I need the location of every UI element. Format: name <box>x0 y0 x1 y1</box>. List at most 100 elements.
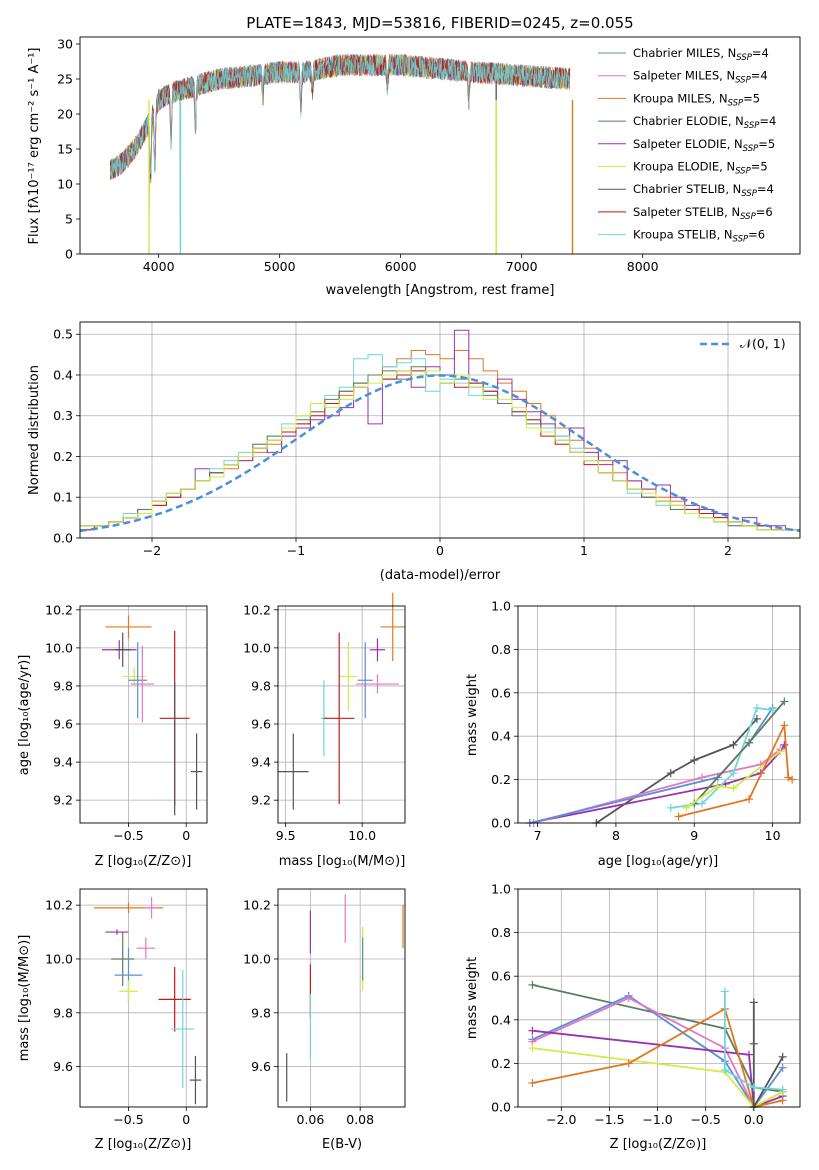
y-tick-label: 0.2 <box>491 772 511 787</box>
x-tick-label: 0 <box>182 828 190 843</box>
residual-legend: 𝒩(0, 1) <box>700 336 786 351</box>
axes-frame <box>517 605 801 824</box>
x-tick-label: 8000 <box>627 259 659 274</box>
y-tick-label: 9.8 <box>53 678 73 693</box>
axes-frame <box>79 321 801 539</box>
y-tick-label: 30 <box>57 37 73 52</box>
y-tick-label: 9.8 <box>251 1005 271 1020</box>
y-tick-label: 9.6 <box>53 717 73 732</box>
y-tick-label: 9.6 <box>251 717 271 732</box>
legend-label: Chabrier ELODIE, NSSP=4 <box>633 114 776 131</box>
ageZ-ylabel: age [log₁₀(age/yr)] <box>17 655 32 776</box>
y-tick-label: 0.0 <box>491 1100 511 1115</box>
x-tick-label: −0.5 <box>113 828 143 843</box>
x-tick-label: 10 <box>765 828 781 843</box>
ageZ-xlabel: Z [log₁₀(Z/Z⊙)] <box>95 854 192 869</box>
mwAge-xlabel: age [log₁₀(age/yr)] <box>598 854 719 869</box>
y-tick-label: 10.2 <box>45 898 73 913</box>
y-tick-label: 1.0 <box>491 882 511 897</box>
y-tick-label: 9.6 <box>251 1059 271 1074</box>
y-tick-label: 10.2 <box>243 898 271 913</box>
spectrum-xlabel: wavelength [Angstrom, rest frame] <box>326 283 555 298</box>
y-tick-label: 0.4 <box>53 367 73 382</box>
y-tick-label: 9.4 <box>251 755 271 770</box>
x-tick-label: 0.0 <box>744 1112 764 1127</box>
mass-weight-line <box>685 750 781 809</box>
spectrum-legend: Chabrier MILES, NSSP=4 Salpeter MILES, NS… <box>598 46 776 245</box>
axes-frame <box>79 888 208 1108</box>
y-tick-label: 10 <box>57 177 73 192</box>
legend-label: Kroupa MILES, NSSP=5 <box>633 91 760 108</box>
mass-weight-line <box>724 991 783 1091</box>
mass-weight-line <box>529 744 786 824</box>
axes-frame <box>79 36 801 255</box>
y-tick-label: 9.2 <box>53 793 73 808</box>
y-tick-label: 5 <box>65 212 73 227</box>
x-tick-label: 6000 <box>385 259 417 274</box>
x-tick-label: 2 <box>724 543 732 558</box>
x-tick-label: 4000 <box>143 259 175 274</box>
mwZ-xlabel: Z [log₁₀(Z/Z⊙)] <box>610 1137 707 1152</box>
massZ-ylabel: mass [log₁₀(M/M⊙)] <box>17 935 32 1062</box>
x-tick-label: 7 <box>534 828 542 843</box>
y-tick-label: 10.0 <box>45 951 73 966</box>
y-tick-label: 0.6 <box>491 685 511 700</box>
x-tick-label: −0.5 <box>690 1112 720 1127</box>
y-tick-label: 0.4 <box>491 1012 511 1027</box>
legend-label: Kroupa STELIB, NSSP=6 <box>633 228 765 245</box>
histogram-group <box>80 329 800 533</box>
mass-vs-metallicity-panel: −0.5 0 9.6 9.8 10.0 10.2 Z [log₁₀(Z/Z⊙)] mass… <box>17 888 208 1152</box>
axes-frame <box>79 605 208 824</box>
spectrum-panel: PLATE=1843, MJD=53816, FIBERID=0245, z=0… <box>27 14 801 298</box>
x-tick-label: 0.06 <box>296 1112 324 1127</box>
axes-frame <box>517 888 801 1108</box>
normal-curve <box>80 374 800 533</box>
y-tick-label: 0.2 <box>491 1056 511 1071</box>
histogram-step-line <box>80 370 800 531</box>
y-tick-label: 0.3 <box>53 408 73 423</box>
legend-label: Salpeter STELIB, NSSP=6 <box>633 205 773 222</box>
legend-label: Kroupa ELODIE, NSSP=5 <box>633 160 768 177</box>
residual-xlabel: (data-model)/error <box>380 568 501 583</box>
y-tick-label: 1.0 <box>491 599 511 614</box>
y-tick-label: 10.0 <box>243 951 271 966</box>
y-tick-label: 0.1 <box>53 490 73 505</box>
x-tick-label: 0 <box>182 1112 190 1127</box>
x-tick-label: 9.5 <box>276 828 296 843</box>
ageM-xlabel: mass [log₁₀(M/M⊙)] <box>279 854 406 869</box>
mwAge-ylabel: mass weight <box>465 674 480 756</box>
mass-weight-line <box>752 1002 784 1111</box>
y-tick-label: 10.2 <box>243 602 271 617</box>
mwZ-ylabel: mass weight <box>465 957 480 1039</box>
age-vs-mass-panel: 9.5 10.0 9.2 9.4 9.6 9.8 10.0 10.2 mass [log₁₀(… <box>243 592 406 869</box>
spectrum-lines <box>110 53 574 254</box>
x-tick-label: 7000 <box>506 259 538 274</box>
y-tick-label: 0.0 <box>491 816 511 831</box>
normal-legend-label: 𝒩(0, 1) <box>740 336 786 351</box>
x-tick-label: 1 <box>580 543 588 558</box>
x-tick-label: 9 <box>690 828 698 843</box>
y-tick-label: 0.2 <box>53 449 73 464</box>
massweight-vs-metallicity-panel: −2.0 −1.5 −1.0 −0.5 0.0 0.0 0.2 0.4 0.6 0.8 1.0 Z … <box>465 882 801 1152</box>
spectrum-series-line <box>110 54 571 179</box>
massE-xlabel: E(B-V) <box>322 1137 362 1152</box>
axes-frame <box>277 888 406 1108</box>
legend-label: Chabrier MILES, NSSP=4 <box>633 46 769 63</box>
mass-weight-line <box>532 1029 784 1109</box>
y-tick-label: 10.0 <box>243 640 271 655</box>
residual-ylabel: Normed distribution <box>27 365 42 495</box>
age-vs-metallicity-panel: −0.5 0 9.2 9.4 9.6 9.8 10.0 10.2 Z [log₁₀(Z/Z⊙)… <box>17 602 208 869</box>
massZ-xlabel: Z [log₁₀(Z/Z⊙)] <box>95 1137 192 1152</box>
residual-panel: −2 −1 0 1 2 0.0 0.1 0.2 0.3 0.4 0.5 (data-model)/e… <box>27 321 801 583</box>
legend-label: Salpeter MILES, NSSP=4 <box>633 69 768 86</box>
y-tick-label: 9.2 <box>251 793 271 808</box>
y-tick-label: 0.5 <box>53 327 73 342</box>
y-tick-label: 9.4 <box>53 755 73 770</box>
y-tick-label: 10.0 <box>45 640 73 655</box>
y-tick-label: 0.0 <box>53 531 73 546</box>
y-tick-label: 9.8 <box>53 1005 73 1020</box>
y-tick-label: 0.6 <box>491 969 511 984</box>
axes-frame <box>277 605 406 824</box>
x-tick-label: 5000 <box>264 259 296 274</box>
